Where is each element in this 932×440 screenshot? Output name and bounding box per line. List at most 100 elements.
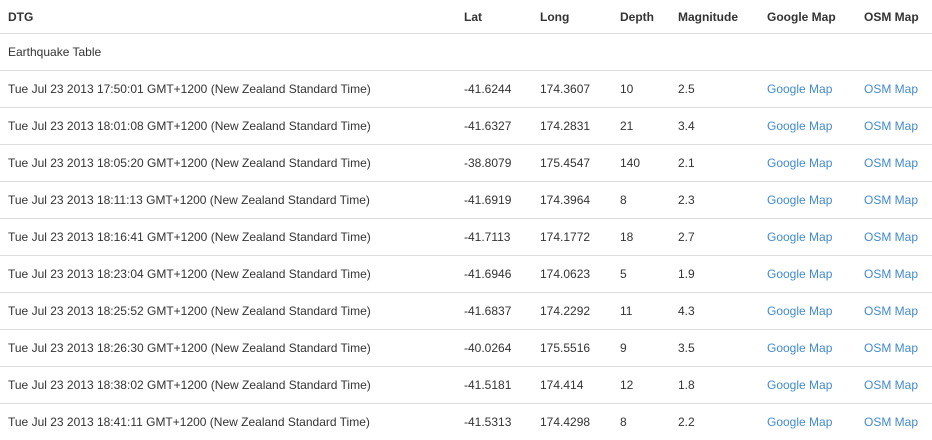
cell-google-map: Google Map: [759, 367, 856, 404]
osm-map-link[interactable]: OSM Map: [864, 415, 918, 429]
cell-google-map: Google Map: [759, 219, 856, 256]
cell-magnitude: 2.2: [670, 404, 759, 440]
cell-lat: -41.6327: [456, 108, 532, 145]
cell-google-map: Google Map: [759, 330, 856, 367]
osm-map-link[interactable]: OSM Map: [864, 304, 918, 318]
table-row: Tue Jul 23 2013 18:16:41 GMT+1200 (New Z…: [0, 219, 932, 256]
cell-google-map: Google Map: [759, 293, 856, 330]
cell-osm-map: OSM Map: [856, 293, 932, 330]
cell-dtg: Tue Jul 23 2013 18:05:20 GMT+1200 (New Z…: [0, 145, 456, 182]
cell-long: 174.2292: [532, 293, 612, 330]
cell-osm-map: OSM Map: [856, 71, 932, 108]
google-map-link[interactable]: Google Map: [767, 415, 832, 429]
osm-map-link[interactable]: OSM Map: [864, 82, 918, 96]
cell-depth: 18: [612, 219, 670, 256]
cell-lat: -41.7113: [456, 219, 532, 256]
cell-magnitude: 4.3: [670, 293, 759, 330]
cell-magnitude: 2.7: [670, 219, 759, 256]
cell-osm-map: OSM Map: [856, 367, 932, 404]
cell-lat: -40.0264: [456, 330, 532, 367]
google-map-link[interactable]: Google Map: [767, 304, 832, 318]
table-header-row: DTG Lat Long Depth Magnitude Google Map …: [0, 0, 932, 34]
cell-osm-map: OSM Map: [856, 404, 932, 440]
cell-long: 174.0623: [532, 256, 612, 293]
header-dtg: DTG: [0, 0, 456, 34]
cell-lat: -41.5313: [456, 404, 532, 440]
cell-osm-map: OSM Map: [856, 256, 932, 293]
cell-depth: 12: [612, 367, 670, 404]
cell-dtg: Tue Jul 23 2013 18:01:08 GMT+1200 (New Z…: [0, 108, 456, 145]
cell-depth: 8: [612, 182, 670, 219]
osm-map-link[interactable]: OSM Map: [864, 341, 918, 355]
cell-magnitude: 1.8: [670, 367, 759, 404]
google-map-link[interactable]: Google Map: [767, 156, 832, 170]
cell-depth: 8: [612, 404, 670, 440]
google-map-link[interactable]: Google Map: [767, 341, 832, 355]
google-map-link[interactable]: Google Map: [767, 267, 832, 281]
table-body: Earthquake Table Tue Jul 23 2013 17:50:0…: [0, 34, 932, 440]
cell-lat: -41.6919: [456, 182, 532, 219]
cell-lat: -41.6837: [456, 293, 532, 330]
cell-depth: 5: [612, 256, 670, 293]
google-map-link[interactable]: Google Map: [767, 230, 832, 244]
cell-osm-map: OSM Map: [856, 108, 932, 145]
table-caption-row: Earthquake Table: [0, 34, 932, 71]
cell-depth: 10: [612, 71, 670, 108]
table-row: Tue Jul 23 2013 17:50:01 GMT+1200 (New Z…: [0, 71, 932, 108]
cell-google-map: Google Map: [759, 182, 856, 219]
cell-google-map: Google Map: [759, 108, 856, 145]
cell-magnitude: 2.3: [670, 182, 759, 219]
header-google-map: Google Map: [759, 0, 856, 34]
osm-map-link[interactable]: OSM Map: [864, 267, 918, 281]
header-osm-map: OSM Map: [856, 0, 932, 34]
cell-dtg: Tue Jul 23 2013 18:41:11 GMT+1200 (New Z…: [0, 404, 456, 440]
cell-depth: 11: [612, 293, 670, 330]
table-row: Tue Jul 23 2013 18:23:04 GMT+1200 (New Z…: [0, 256, 932, 293]
osm-map-link[interactable]: OSM Map: [864, 230, 918, 244]
osm-map-link[interactable]: OSM Map: [864, 193, 918, 207]
cell-google-map: Google Map: [759, 145, 856, 182]
cell-google-map: Google Map: [759, 256, 856, 293]
google-map-link[interactable]: Google Map: [767, 193, 832, 207]
cell-magnitude: 3.4: [670, 108, 759, 145]
cell-dtg: Tue Jul 23 2013 18:25:52 GMT+1200 (New Z…: [0, 293, 456, 330]
cell-lat: -41.6946: [456, 256, 532, 293]
cell-dtg: Tue Jul 23 2013 17:50:01 GMT+1200 (New Z…: [0, 71, 456, 108]
table-caption: Earthquake Table: [0, 34, 932, 71]
cell-depth: 9: [612, 330, 670, 367]
osm-map-link[interactable]: OSM Map: [864, 378, 918, 392]
osm-map-link[interactable]: OSM Map: [864, 119, 918, 133]
cell-lat: -41.6244: [456, 71, 532, 108]
cell-magnitude: 2.5: [670, 71, 759, 108]
cell-long: 175.5516: [532, 330, 612, 367]
cell-depth: 140: [612, 145, 670, 182]
cell-dtg: Tue Jul 23 2013 18:23:04 GMT+1200 (New Z…: [0, 256, 456, 293]
table-row: Tue Jul 23 2013 18:38:02 GMT+1200 (New Z…: [0, 367, 932, 404]
google-map-link[interactable]: Google Map: [767, 119, 832, 133]
cell-osm-map: OSM Map: [856, 219, 932, 256]
table-row: Tue Jul 23 2013 18:25:52 GMT+1200 (New Z…: [0, 293, 932, 330]
cell-magnitude: 2.1: [670, 145, 759, 182]
header-long: Long: [532, 0, 612, 34]
cell-osm-map: OSM Map: [856, 145, 932, 182]
google-map-link[interactable]: Google Map: [767, 82, 832, 96]
table-row: Tue Jul 23 2013 18:11:13 GMT+1200 (New Z…: [0, 182, 932, 219]
cell-dtg: Tue Jul 23 2013 18:38:02 GMT+1200 (New Z…: [0, 367, 456, 404]
cell-google-map: Google Map: [759, 404, 856, 440]
header-lat: Lat: [456, 0, 532, 34]
cell-google-map: Google Map: [759, 71, 856, 108]
cell-long: 174.3607: [532, 71, 612, 108]
cell-depth: 21: [612, 108, 670, 145]
google-map-link[interactable]: Google Map: [767, 378, 832, 392]
cell-long: 174.4298: [532, 404, 612, 440]
table-row: Tue Jul 23 2013 18:05:20 GMT+1200 (New Z…: [0, 145, 932, 182]
cell-osm-map: OSM Map: [856, 182, 932, 219]
cell-long: 174.2831: [532, 108, 612, 145]
cell-long: 174.1772: [532, 219, 612, 256]
table-row: Tue Jul 23 2013 18:01:08 GMT+1200 (New Z…: [0, 108, 932, 145]
cell-dtg: Tue Jul 23 2013 18:26:30 GMT+1200 (New Z…: [0, 330, 456, 367]
osm-map-link[interactable]: OSM Map: [864, 156, 918, 170]
header-depth: Depth: [612, 0, 670, 34]
cell-osm-map: OSM Map: [856, 330, 932, 367]
